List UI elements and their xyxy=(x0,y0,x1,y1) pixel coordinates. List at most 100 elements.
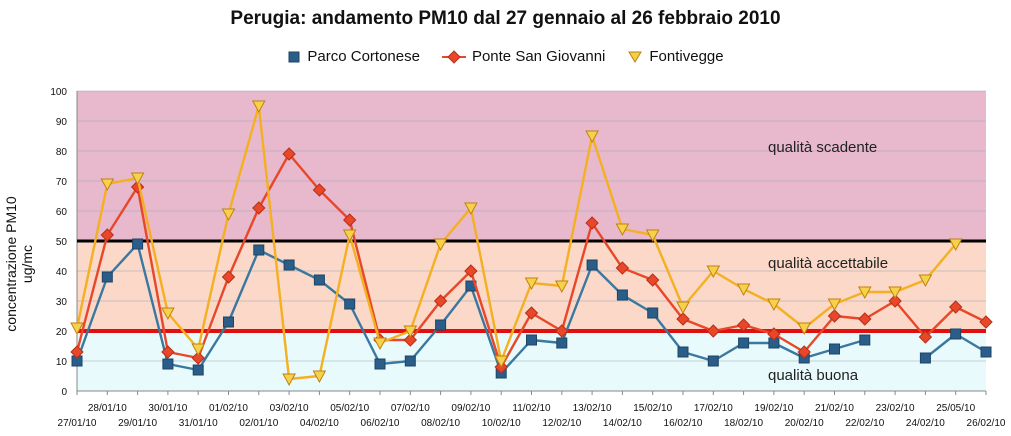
x-tick-label: 01/02/10 xyxy=(209,403,248,414)
data-point-diamond xyxy=(918,330,933,344)
y-tick-label: 20 xyxy=(56,327,68,338)
x-tick-label: 12/02/10 xyxy=(542,418,581,429)
data-point-square xyxy=(223,316,234,328)
data-point-square xyxy=(919,352,931,364)
data-point-diamond xyxy=(161,345,175,359)
data-point-diamond xyxy=(767,327,781,341)
legend-label: Parco Cortonese xyxy=(307,48,420,65)
data-point-square xyxy=(950,328,962,340)
data-point-square xyxy=(101,271,113,283)
data-point-diamond xyxy=(100,228,115,242)
y-tick-label: 40 xyxy=(56,267,68,278)
x-tick-label: 23/02/10 xyxy=(876,403,915,414)
data-point-diamond xyxy=(797,345,811,359)
y-tick-label: 100 xyxy=(50,87,67,98)
legend: Parco Cortonese Ponte San Giovanni Fonti… xyxy=(0,48,1011,65)
x-tick-label: 08/02/10 xyxy=(421,418,460,429)
data-point-triangle xyxy=(797,322,812,336)
x-tick-label: 09/02/10 xyxy=(451,403,490,414)
data-point-square xyxy=(132,238,144,250)
data-point-triangle xyxy=(191,343,206,357)
x-tick-label: 05/02/10 xyxy=(330,403,369,414)
data-point-diamond xyxy=(585,216,599,230)
legend-label: Fontivegge xyxy=(649,48,724,65)
data-point-diamond xyxy=(676,312,690,326)
triangle-marker-icon xyxy=(628,51,643,63)
data-point-diamond xyxy=(858,312,872,326)
x-tick-label: 27/01/10 xyxy=(58,418,97,429)
data-point-triangle xyxy=(524,277,539,291)
data-point-diamond xyxy=(888,294,902,308)
data-point-diamond xyxy=(312,183,327,197)
data-point-triangle xyxy=(585,130,599,144)
data-point-square xyxy=(253,244,265,256)
data-point-diamond xyxy=(433,294,448,308)
data-point-square xyxy=(859,334,871,346)
data-point-diamond xyxy=(615,261,630,275)
x-tick-label: 21/02/10 xyxy=(815,403,854,414)
x-tick-label: 04/02/10 xyxy=(300,418,339,429)
data-point-triangle xyxy=(161,307,175,321)
data-point-square xyxy=(192,364,204,376)
data-point-triangle xyxy=(827,298,842,312)
data-point-diamond xyxy=(524,306,539,320)
chart-title: Perugia: andamento PM10 dal 27 gennaio a… xyxy=(230,8,781,29)
y-tick-label: 90 xyxy=(56,117,68,128)
data-point-square xyxy=(707,355,719,367)
data-point-triangle xyxy=(857,286,872,300)
data-point-square xyxy=(283,259,295,271)
data-point-diamond xyxy=(645,273,660,287)
diamond-marker-icon xyxy=(441,49,466,64)
data-point-triangle xyxy=(251,100,266,114)
data-point-triangle xyxy=(373,337,387,351)
data-point-square xyxy=(374,358,386,370)
data-point-diamond xyxy=(282,147,296,161)
data-point-diamond xyxy=(403,333,418,347)
x-tick-label: 07/02/10 xyxy=(391,403,430,414)
data-point-triangle xyxy=(312,370,327,384)
x-tick-label: 13/02/10 xyxy=(573,403,612,414)
square-marker-icon xyxy=(288,51,300,62)
data-point-triangle xyxy=(282,373,296,387)
x-tick-label: 18/02/10 xyxy=(724,418,763,429)
x-tick-label: 20/02/10 xyxy=(785,418,824,429)
zone-label-buona: qualità buona xyxy=(768,367,859,384)
y-tick-label: 30 xyxy=(56,297,68,308)
data-point-triangle xyxy=(403,325,418,339)
x-tick-label: 24/02/10 xyxy=(906,418,945,429)
x-tick-label: 30/01/10 xyxy=(148,403,187,414)
data-point-triangle xyxy=(130,172,145,186)
zone-label-scadente: qualità scadente xyxy=(768,139,878,156)
x-tick-label: 15/02/10 xyxy=(633,403,672,414)
data-point-triangle xyxy=(706,265,721,279)
data-point-triangle xyxy=(948,238,963,252)
data-point-square xyxy=(162,358,174,370)
data-point-diamond xyxy=(342,213,357,227)
data-point-triangle xyxy=(918,274,933,288)
legend-item-ponte-san-giovanni: Ponte San Giovanni xyxy=(441,48,606,65)
data-point-diamond xyxy=(827,309,842,323)
legend-label: Ponte San Giovanni xyxy=(471,48,606,65)
x-tick-label: 06/02/10 xyxy=(361,418,400,429)
x-tick-label: 26/02/10 xyxy=(967,418,1006,429)
data-point-square xyxy=(647,307,659,319)
data-point-diamond xyxy=(252,201,266,215)
data-point-triangle xyxy=(767,298,781,312)
data-point-triangle xyxy=(342,229,357,243)
data-point-square xyxy=(313,274,325,286)
data-point-diamond xyxy=(221,270,236,284)
data-point-triangle xyxy=(736,283,751,297)
x-tick-label: 10/02/10 xyxy=(482,418,521,429)
data-point-square xyxy=(616,289,628,301)
x-tick-label: 29/01/10 xyxy=(118,418,157,429)
y-tick-label: 80 xyxy=(56,147,68,158)
y-tick-label: 10 xyxy=(56,357,68,368)
y-tick-label: 0 xyxy=(61,387,67,398)
x-tick-label: 16/02/10 xyxy=(664,418,703,429)
x-tick-label: 14/02/10 xyxy=(603,418,642,429)
data-point-triangle xyxy=(615,223,630,237)
data-point-square xyxy=(677,346,689,358)
data-point-triangle xyxy=(70,322,84,336)
legend-item-parco-cortonese: Parco Cortonese xyxy=(287,48,420,65)
y-axis-label: concentrazione PM10 ug/mc xyxy=(3,196,35,332)
